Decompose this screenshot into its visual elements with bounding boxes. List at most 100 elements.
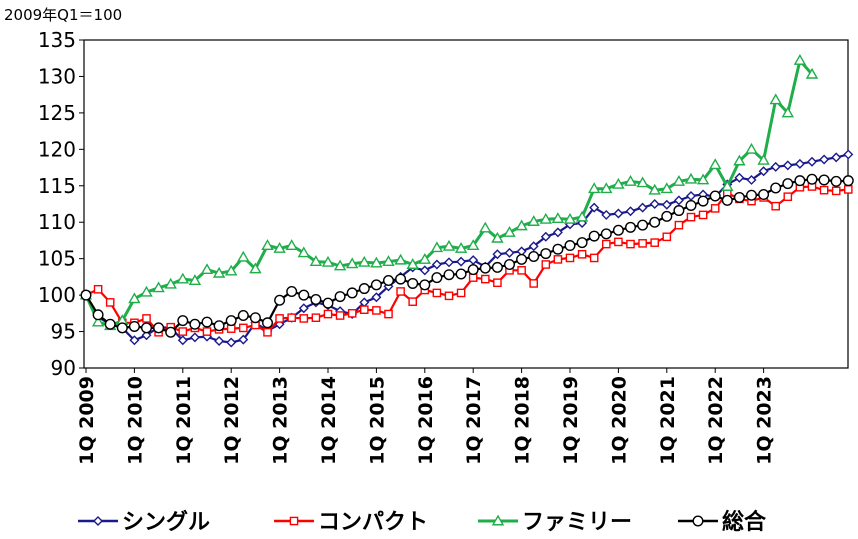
- data-point: [176, 272, 190, 284]
- data-point: [600, 182, 613, 194]
- x-tick-label: 1Q 2012: [221, 376, 243, 465]
- legend-item: 総合: [678, 509, 767, 535]
- data-point: [529, 279, 538, 288]
- data-point: [116, 322, 128, 334]
- data-point: [225, 315, 237, 327]
- data-point: [188, 274, 202, 285]
- y-tick-label: 135: [38, 28, 76, 52]
- data-point: [299, 314, 309, 323]
- data-point: [201, 316, 213, 328]
- data-point: [710, 204, 720, 213]
- data-point: [140, 285, 153, 297]
- data-point: [771, 201, 780, 211]
- data-point: [721, 194, 733, 206]
- x-axis: 1Q 2009 1Q 2010 1Q 2011 1Q 2012 1Q 2013 1Q 20…: [76, 368, 776, 465]
- data-point: [479, 262, 491, 274]
- data-point: [383, 275, 395, 287]
- data-point: [431, 272, 443, 284]
- data-point: [372, 306, 381, 315]
- data-point: [625, 206, 636, 217]
- data-point: [805, 67, 819, 79]
- data-point: [793, 53, 807, 65]
- data-point: [358, 283, 370, 295]
- data-point: [384, 309, 393, 319]
- data-point: [80, 289, 92, 301]
- data-point: [287, 313, 297, 323]
- data-point: [275, 314, 284, 323]
- data-point: [551, 212, 565, 224]
- data-point: [430, 241, 444, 253]
- data-point: [93, 284, 103, 294]
- data-point: [442, 239, 456, 251]
- data-point: [662, 232, 672, 242]
- data-point: [226, 337, 237, 348]
- data-point: [466, 239, 480, 250]
- data-point: [636, 176, 649, 188]
- x-tick-label: 1Q 2016: [415, 376, 437, 465]
- data-point: [140, 322, 152, 334]
- data-point: [249, 262, 262, 274]
- y-tick-label: 100: [38, 283, 76, 307]
- data-point: [262, 317, 274, 329]
- data-point: [746, 189, 758, 201]
- y-axis: 90 95 100 105 110 115 120 125 130 135: [38, 28, 84, 380]
- data-point: [212, 266, 226, 278]
- data-point: [515, 219, 528, 231]
- series-0: [81, 149, 854, 348]
- data-point: [213, 320, 225, 332]
- legend-marker: [692, 515, 704, 527]
- data-point: [261, 239, 274, 250]
- x-tick-label: 1Q 2010: [124, 376, 146, 465]
- data-point: [576, 237, 588, 249]
- data-point: [382, 255, 395, 267]
- x-tick-label: 1Q 2020: [608, 376, 630, 465]
- data-point: [395, 273, 407, 285]
- data-point: [612, 224, 624, 236]
- data-point: [128, 320, 140, 332]
- data-point: [649, 199, 660, 209]
- series-line: [85, 185, 849, 334]
- data-point: [783, 192, 793, 202]
- data-point: [758, 166, 769, 177]
- data-point: [539, 212, 553, 224]
- data-point: [745, 142, 758, 154]
- y-tick-label: 90: [51, 356, 76, 380]
- data-point: [733, 191, 745, 203]
- data-point: [818, 174, 830, 186]
- x-tick-label: 1Q 2009: [76, 376, 98, 465]
- data-point: [345, 257, 359, 269]
- data-point: [224, 264, 238, 276]
- data-point: [650, 238, 659, 247]
- data-point: [697, 195, 709, 207]
- x-tick-label: 1Q 2021: [657, 376, 679, 465]
- data-point: [830, 175, 842, 187]
- data-point: [334, 291, 346, 303]
- data-point: [432, 288, 442, 298]
- data-point: [358, 255, 371, 267]
- data-point: [794, 175, 806, 187]
- data-point: [540, 248, 552, 260]
- data-point: [322, 297, 334, 309]
- data-point: [638, 239, 647, 248]
- data-point: [831, 152, 842, 163]
- data-point: [152, 281, 165, 293]
- data-point: [843, 149, 854, 160]
- data-point: [844, 185, 853, 194]
- series-3: [80, 173, 854, 338]
- data-point: [165, 326, 177, 338]
- data-point: [563, 212, 577, 224]
- data-point: [661, 210, 673, 222]
- data-point: [455, 268, 467, 280]
- data-point: [672, 174, 686, 186]
- data-point: [758, 189, 770, 201]
- data-point: [128, 292, 141, 304]
- data-point: [467, 264, 479, 276]
- data-point: [602, 239, 611, 249]
- data-point: [612, 177, 625, 189]
- data-point: [92, 309, 104, 321]
- data-point: [238, 323, 248, 333]
- data-point: [686, 212, 696, 222]
- x-tick-label: 1Q 2018: [512, 376, 534, 465]
- data-point: [575, 210, 589, 222]
- x-tick-label: 1Q 2015: [366, 376, 388, 465]
